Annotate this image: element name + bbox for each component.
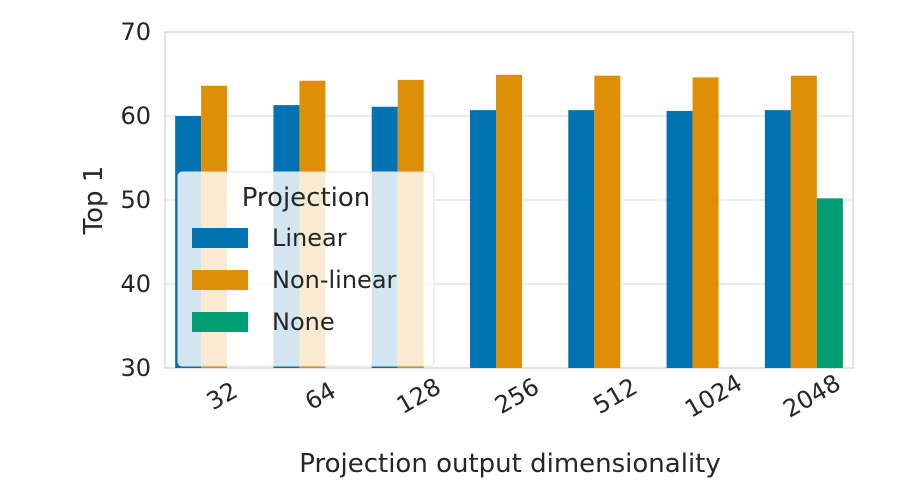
bar-linear-512 [568,110,595,369]
bar-non-linear-512 [594,75,621,369]
bar-non-linear-1024 [692,77,719,369]
legend-items: Linear Non-linear None [192,224,397,336]
x-tick-label: 32 [202,376,242,416]
x-axis-label: Projection output dimensionality [299,449,721,479]
y-tick-label: 40 [120,270,151,298]
bar-none-2048 [816,198,843,368]
x-tick-labels: 32 64 128 256 512 1024 2048 [202,369,845,424]
bar-non-linear-2048 [790,75,817,369]
legend-title: Projection [242,183,371,213]
x-tick-label: 256 [490,372,544,419]
legend-label: Linear [272,224,347,252]
bar-linear-1024 [666,110,693,369]
legend-label: Non-linear [272,266,397,294]
x-tick-label: 512 [588,372,642,419]
legend: Projection Linear Non-linear None [177,171,435,367]
x-tick-label: 64 [300,376,340,416]
x-tick-label: 128 [392,372,446,419]
x-tick-label: 1024 [680,369,747,424]
bar-non-linear-256 [496,74,522,368]
y-tick-label: 30 [120,354,151,382]
y-tick-label: 60 [120,102,151,130]
legend-label: None [272,308,335,336]
bar-linear-2048 [764,110,791,369]
legend-swatch [192,270,248,290]
bar-linear-256 [470,110,496,369]
y-tick-labels: 30 40 50 60 70 [120,18,151,382]
x-tick-label: 2048 [778,369,845,424]
y-tick-label: 70 [120,18,151,46]
y-tick-label: 50 [120,186,151,214]
legend-swatch [192,312,248,332]
legend-swatch [192,228,248,248]
y-axis-label: Top 1 [79,166,109,236]
